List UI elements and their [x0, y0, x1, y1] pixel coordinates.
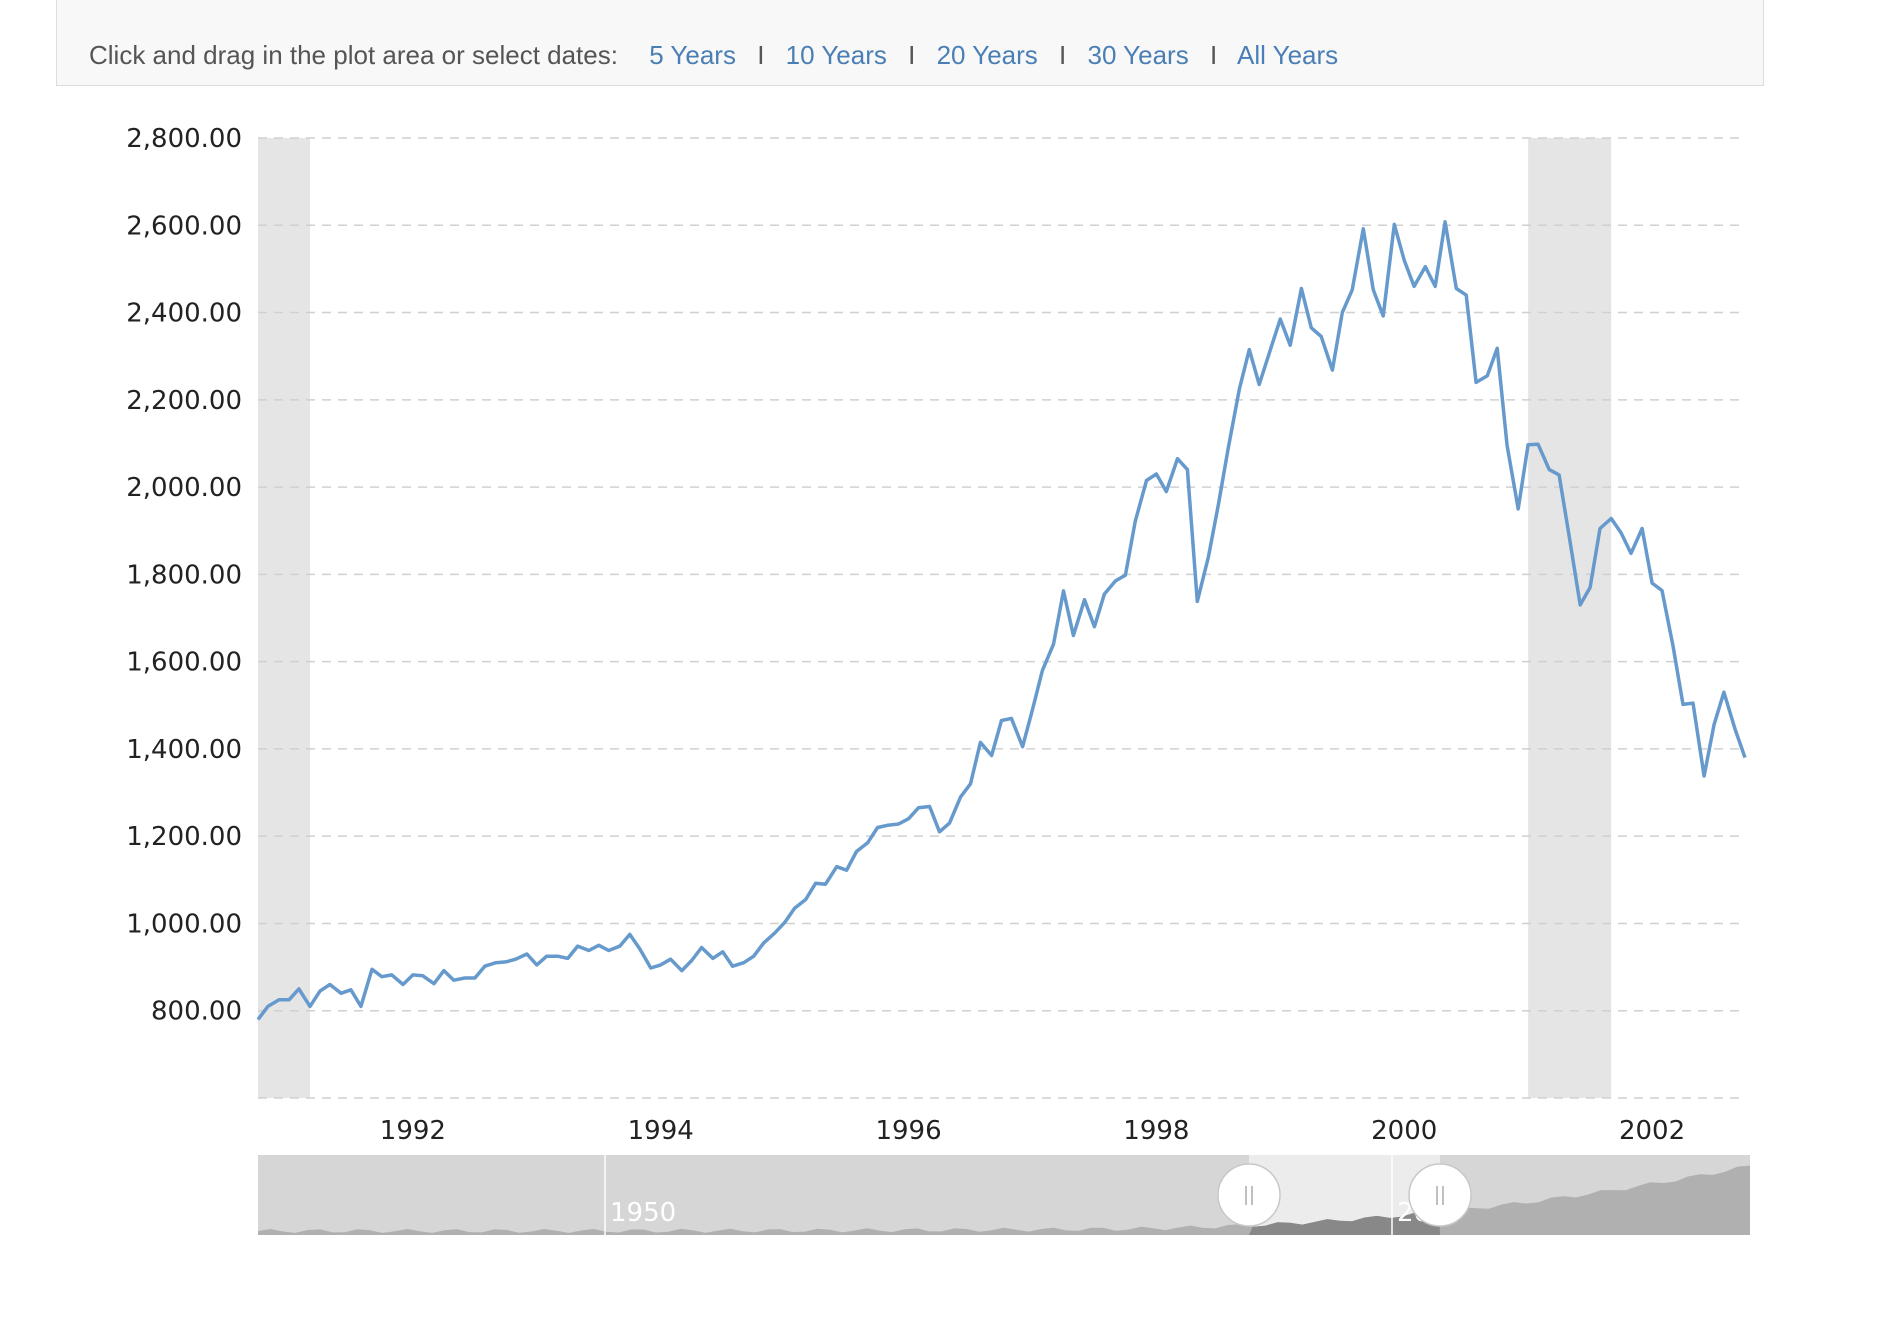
range-separator: I [1059, 40, 1067, 70]
range-all-years-link[interactable]: All Years [1236, 40, 1339, 70]
navigator-label-1950: 1950 [610, 1198, 676, 1228]
y-tick-label: 2,600.00 [126, 211, 242, 241]
range-selector-row: Click and drag in the plot area or selec… [89, 38, 1338, 72]
grip-lines-icon [1436, 1186, 1444, 1205]
navigator-handle-circle [1217, 1163, 1281, 1227]
series-line[interactable] [256, 220, 1747, 1021]
navigator-handle[interactable] [1408, 1163, 1472, 1227]
grid-lines [258, 137, 1745, 1099]
x-tick-label: 1998 [1123, 1116, 1189, 1146]
range-10-years-link[interactable]: 10 Years [785, 40, 887, 70]
navigator-handle-circle [1408, 1163, 1472, 1227]
grip-lines-icon [1245, 1186, 1253, 1205]
range-separator: I [1209, 40, 1218, 70]
y-tick-label: 1,200.00 [126, 822, 242, 852]
y-tick-label: 1,000.00 [126, 909, 242, 939]
x-tick-label: 1992 [380, 1116, 446, 1146]
y-tick-label: 2,400.00 [126, 299, 242, 329]
range-prompt: Click and drag in the plot area or selec… [89, 40, 618, 70]
y-tick-label: 2,200.00 [126, 386, 242, 416]
x-tick-label: 2000 [1371, 1116, 1437, 1146]
range-5-years-link[interactable]: 5 Years [649, 40, 736, 70]
range-selector-bar: Click and drag in the plot area or selec… [56, 0, 1764, 86]
y-tick-label: 1,400.00 [126, 735, 242, 765]
x-tick-label: 1996 [875, 1116, 941, 1146]
y-tick-label: 2,800.00 [126, 124, 242, 154]
range-20-years-link[interactable]: 20 Years [936, 40, 1038, 70]
y-axis: 800.00 1,000.00 1,200.00 1,400.00 1,600.00 1,… [126, 124, 242, 1027]
recession-band [1528, 138, 1612, 1098]
x-axis: 1992 1994 1996 1998 2000 2002 [380, 1116, 1685, 1146]
x-tick-label: 2002 [1619, 1116, 1685, 1146]
recession-bands [258, 138, 1612, 1098]
range-30-years-link[interactable]: 30 Years [1087, 40, 1189, 70]
range-separator: I [908, 40, 916, 70]
y-tick-label: 2,000.00 [126, 473, 242, 503]
navigator[interactable]: 19502000 [258, 1155, 1750, 1235]
y-tick-label: 800.00 [151, 997, 242, 1027]
range-separator: I [757, 40, 765, 70]
x-tick-label: 1994 [628, 1116, 694, 1146]
y-tick-label: 1,600.00 [126, 648, 242, 678]
navigator-handle[interactable] [1217, 1163, 1281, 1227]
recession-band [258, 138, 311, 1098]
y-tick-label: 1,800.00 [126, 560, 242, 590]
